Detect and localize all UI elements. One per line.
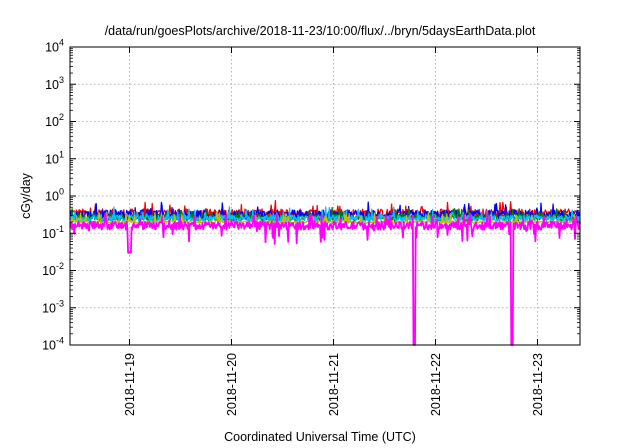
y-tick-label: 10-1 [42,224,64,241]
y-tick-label: 101 [45,149,64,166]
y-tick-label: 10-4 [42,336,64,353]
y-tick-label: 10-2 [42,261,64,278]
y-tick-label: 103 [45,75,64,92]
y-tick-label: 104 [45,38,64,55]
y-tick-label: 10-3 [42,298,64,315]
x-tick-label: 2018-11-19 [123,353,137,416]
series-line [69,212,581,346]
series-group [69,200,581,346]
x-tick-label: 2018-11-22 [429,353,443,416]
x-tick-label: 2018-11-23 [531,353,545,416]
y-tick-label: 102 [45,112,64,129]
x-axis-label: Coordinated Universal Time (UTC) [224,430,416,444]
x-tick-label: 2018-11-20 [225,353,239,416]
x-axis: 2018-11-19 2018-11-20 2018-11-21 2018-11-22… [123,47,545,416]
y-tick-label: 100 [45,187,64,204]
chart-title: /data/run/goesPlots/archive/2018-11-23/1… [105,24,536,38]
x-tick-label: 2018-11-21 [327,353,341,416]
grid [70,47,580,345]
y-axis-label: cGy/day [19,172,33,219]
y-axis: 10-4 10-3 10-2 10-1 100 101 102 103 104 [42,38,580,353]
